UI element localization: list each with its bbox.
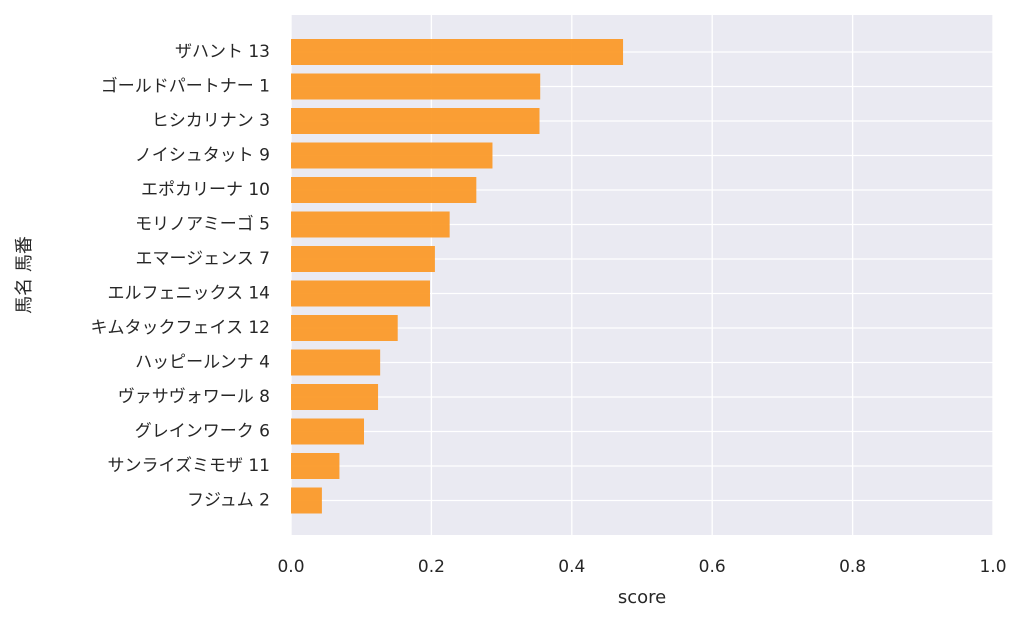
category-label: ハッピールンナ 4 bbox=[135, 353, 270, 373]
category-label: ヴァサヴォワール 8 bbox=[118, 387, 270, 407]
category-label: エマージェンス 7 bbox=[135, 249, 270, 269]
bar bbox=[291, 177, 477, 203]
x-tick-label: 0.0 bbox=[277, 557, 304, 577]
bar bbox=[291, 453, 340, 479]
category-labels: ザハント 13 ゴールドパートナー 1 ヒシカリナン 3 ノイシュタット 9 エポカリー… bbox=[90, 42, 270, 511]
category-label: エルフェニックス 14 bbox=[107, 284, 270, 304]
bar bbox=[291, 142, 493, 169]
bar bbox=[291, 39, 624, 65]
category-label: ノイシュタット 9 bbox=[135, 146, 270, 166]
category-label: モリノアミーゴ 5 bbox=[135, 214, 270, 235]
x-axis-label: score bbox=[618, 587, 666, 608]
plot-background bbox=[291, 15, 993, 535]
x-tick-label: 0.2 bbox=[418, 557, 445, 577]
bar bbox=[291, 73, 541, 100]
category-label: フジュム 2 bbox=[187, 491, 270, 511]
category-label: エポカリーナ 10 bbox=[141, 180, 270, 200]
category-label: ザハント 13 bbox=[175, 42, 270, 62]
x-tick-labels: 0.0 0.2 0.4 0.6 0.8 1.0 bbox=[277, 557, 1006, 577]
bar bbox=[291, 384, 379, 410]
x-tick-label: 0.6 bbox=[699, 557, 726, 577]
category-label: ゴールドパートナー 1 bbox=[101, 76, 270, 97]
y-axis-label: 馬名 馬番 bbox=[14, 236, 35, 314]
category-label: グレインワーク 6 bbox=[135, 422, 270, 442]
bar bbox=[291, 418, 365, 445]
bar bbox=[291, 108, 540, 134]
bar bbox=[291, 280, 430, 307]
bar bbox=[291, 349, 381, 376]
category-label: キムタックフェイス 12 bbox=[90, 318, 270, 338]
category-label: ヒシカリナン 3 bbox=[152, 111, 270, 131]
x-tick-label: 1.0 bbox=[979, 557, 1006, 577]
bar bbox=[291, 211, 450, 238]
x-tick-label: 0.8 bbox=[839, 557, 866, 577]
category-label: サンライズミモザ 11 bbox=[107, 456, 270, 476]
bar bbox=[291, 246, 435, 272]
bar bbox=[291, 315, 398, 341]
bar bbox=[291, 487, 322, 514]
bars bbox=[291, 39, 624, 514]
x-tick-label: 0.4 bbox=[558, 557, 585, 577]
